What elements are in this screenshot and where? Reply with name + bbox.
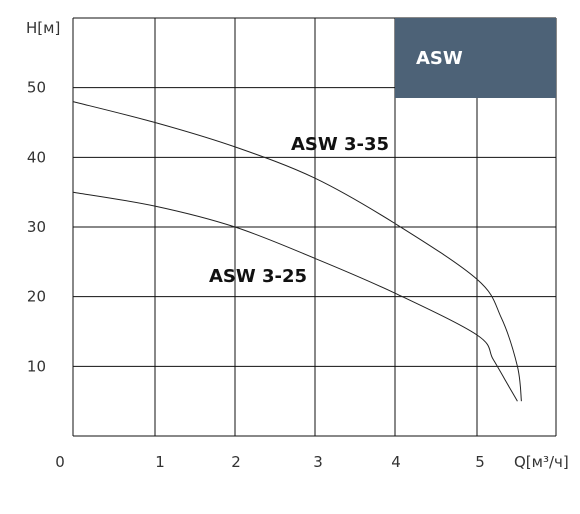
series-curves <box>72 101 522 402</box>
series-labels: ASW 3-35 ASW 3-25 <box>209 134 389 287</box>
asw-badge-label: ASW <box>416 48 463 69</box>
y-tick-label: 10 <box>27 357 46 375</box>
x-tick-label: 5 <box>475 453 485 471</box>
x-axis-title: Q[м³/ч] <box>514 453 569 471</box>
x-tick-label: 2 <box>231 453 241 471</box>
series-label-asw-3-25: ASW 3-25 <box>209 266 307 287</box>
tick-labels: 0 1 2 3 4 5 10 20 30 40 50 <box>27 79 485 471</box>
asw-badge-box <box>395 18 556 98</box>
asw-badge: ASW <box>395 18 556 98</box>
series-line-asw-3-25 <box>72 191 518 402</box>
x-tick-label: 4 <box>391 453 401 471</box>
series-label-asw-3-35: ASW 3-35 <box>291 134 389 155</box>
x-tick-label: 1 <box>155 453 165 471</box>
y-tick-label: 20 <box>27 288 46 306</box>
x-tick-label: 3 <box>313 453 323 471</box>
y-tick-label: 40 <box>27 148 46 166</box>
y-axis-title: H[м] <box>26 19 60 37</box>
x-tick-label: 0 <box>55 453 65 471</box>
series-line-asw-3-35 <box>72 101 522 402</box>
y-tick-label: 30 <box>27 218 46 236</box>
y-tick-label: 50 <box>27 79 46 97</box>
